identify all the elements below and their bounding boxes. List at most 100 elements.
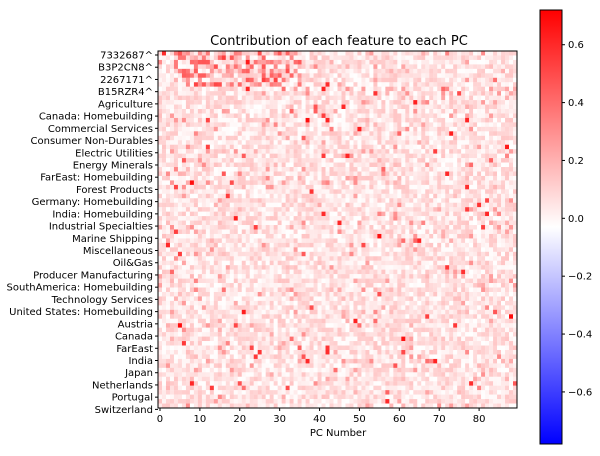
- heatmap-cell: [481, 149, 486, 154]
- heatmap-cell: [365, 122, 370, 128]
- heatmap-cell: [441, 95, 446, 101]
- heatmap-cell: [473, 238, 478, 244]
- heatmap-cell: [249, 104, 254, 110]
- heatmap-cell: [409, 51, 414, 56]
- heatmap-cell: [201, 51, 207, 56]
- heatmap-cell: [497, 233, 502, 239]
- heatmap-cell: [393, 82, 398, 87]
- heatmap-cell: [249, 91, 254, 96]
- heatmap-cell: [237, 158, 242, 163]
- heatmap-cell: [337, 82, 342, 87]
- heatmap-cell: [357, 117, 362, 123]
- heatmap-cell: [373, 68, 378, 74]
- heatmap-cell: [393, 238, 398, 244]
- heatmap-cell: [441, 180, 446, 186]
- heatmap-cell: [357, 211, 362, 217]
- heatmap-cell: [397, 59, 402, 65]
- heatmap-cell: [405, 167, 410, 172]
- heatmap-cell: [349, 149, 354, 154]
- heatmap-cell: [417, 104, 422, 110]
- heatmap-cell: [389, 287, 394, 293]
- heatmap-cell: [225, 100, 230, 105]
- heatmap-cell: [237, 256, 242, 261]
- heatmap-cell: [289, 202, 294, 208]
- heatmap-cell: [409, 55, 414, 61]
- heatmap-cell: [233, 171, 238, 177]
- heatmap-cell: [249, 171, 254, 177]
- heatmap-cell: [437, 220, 442, 226]
- heatmap-cell: [197, 274, 203, 279]
- heatmap-cell: [301, 198, 306, 203]
- heatmap-cell: [369, 202, 374, 208]
- heatmap-cell: [389, 216, 394, 221]
- heatmap-cell: [205, 162, 211, 168]
- heatmap-cell: [293, 287, 298, 293]
- heatmap-cell: [161, 55, 167, 61]
- heatmap-cell: [321, 207, 326, 212]
- heatmap-cell: [501, 86, 506, 92]
- heatmap-cell: [469, 202, 474, 208]
- heatmap-cell: [341, 153, 346, 159]
- heatmap-cell: [421, 189, 426, 194]
- heatmap-cell: [261, 291, 266, 297]
- heatmap-cell: [285, 202, 290, 208]
- heatmap-cell: [197, 55, 203, 61]
- heatmap-cell: [305, 229, 310, 235]
- heatmap-cell: [497, 68, 502, 74]
- heatmap-cell: [245, 95, 250, 101]
- heatmap-cell: [365, 140, 370, 145]
- heatmap-cell: [261, 51, 266, 56]
- heatmap-cell: [185, 64, 191, 69]
- heatmap-cell: [409, 202, 414, 208]
- heatmap-cell: [405, 242, 410, 248]
- heatmap-cell: [357, 135, 362, 141]
- heatmap-cell: [281, 274, 286, 279]
- heatmap-cell: [349, 260, 354, 266]
- heatmap-cell: [489, 149, 494, 154]
- heatmap-cell: [429, 51, 434, 56]
- heatmap-cell: [393, 242, 398, 248]
- heatmap-cell: [469, 238, 474, 244]
- heatmap-cell: [473, 256, 478, 261]
- heatmap-cell: [158, 51, 163, 56]
- heatmap-cell: [169, 144, 175, 150]
- heatmap-cell: [158, 202, 163, 208]
- heatmap-cell: [317, 256, 322, 261]
- heatmap-cell: [485, 198, 490, 203]
- heatmap-cell: [229, 247, 234, 252]
- heatmap-cell: [457, 86, 462, 92]
- heatmap-cell: [201, 180, 207, 186]
- heatmap-cell: [389, 193, 394, 199]
- heatmap-cell: [309, 167, 314, 172]
- heatmap-cell: [477, 238, 482, 244]
- heatmap-cell: [381, 211, 386, 217]
- heatmap-cell: [197, 184, 203, 190]
- heatmap-cell: [353, 287, 358, 293]
- heatmap-cell: [313, 104, 318, 110]
- heatmap-cell: [489, 220, 494, 226]
- heatmap-cell: [265, 207, 270, 212]
- heatmap-cell: [409, 291, 414, 297]
- heatmap-cell: [365, 104, 370, 110]
- heatmap-cell: [341, 211, 346, 217]
- heatmap-cell: [333, 126, 338, 132]
- heatmap-cell: [245, 64, 250, 69]
- heatmap-cell: [253, 144, 258, 150]
- heatmap-cell: [333, 135, 338, 141]
- heatmap-cell: [433, 126, 438, 132]
- heatmap-cell: [381, 278, 386, 284]
- heatmap-cell: [177, 149, 183, 154]
- heatmap-cell: [493, 153, 498, 159]
- heatmap-cell: [469, 153, 474, 159]
- heatmap-cell: [169, 269, 175, 275]
- heatmap-cell: [197, 180, 203, 186]
- heatmap-cell: [249, 64, 254, 69]
- heatmap-cell: [185, 260, 191, 266]
- heatmap-cell: [401, 131, 406, 136]
- heatmap-cell: [473, 167, 478, 172]
- heatmap-cell: [429, 167, 434, 172]
- heatmap-cell: [253, 82, 258, 87]
- heatmap-cell: [321, 171, 326, 177]
- heatmap-cell: [341, 287, 346, 293]
- heatmap-cell: [361, 73, 366, 78]
